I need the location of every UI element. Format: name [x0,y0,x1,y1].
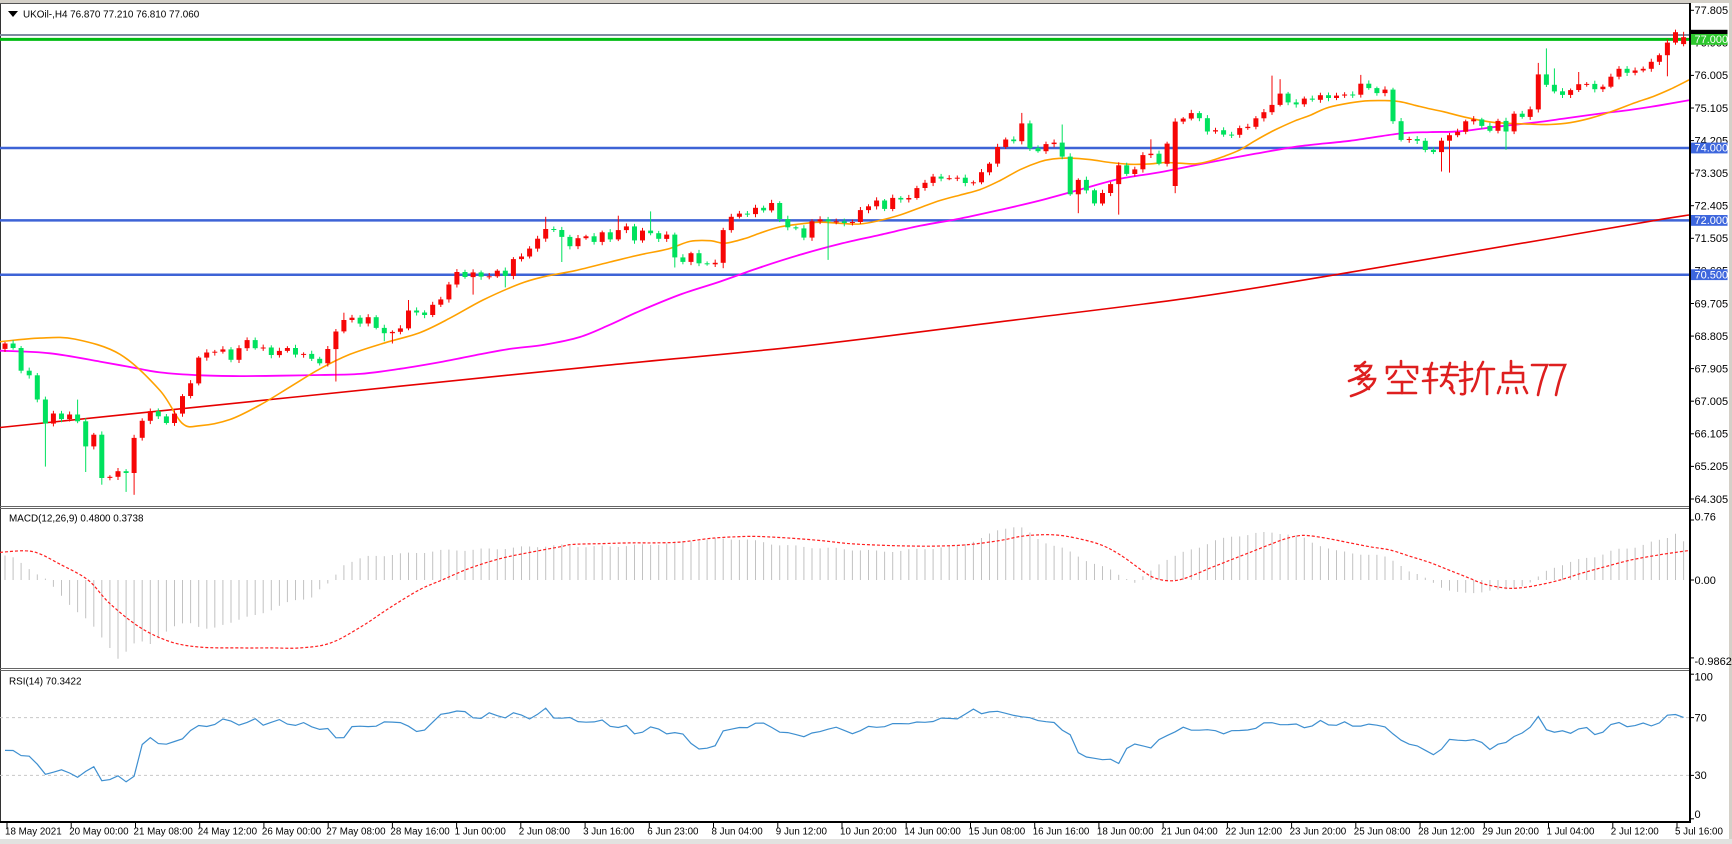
svg-text:22 Jun 12:00: 22 Jun 12:00 [1225,827,1282,838]
svg-text:77.805: 77.805 [1695,5,1729,17]
svg-text:20 May 00:00: 20 May 00:00 [69,827,129,838]
svg-text:77.000: 77.000 [1695,34,1729,46]
svg-text:18 Jun 00:00: 18 Jun 00:00 [1097,827,1154,838]
svg-text:64.305: 64.305 [1695,494,1729,506]
svg-text:65.205: 65.205 [1695,461,1729,473]
svg-text:RSI(14) 70.3422: RSI(14) 70.3422 [9,677,81,688]
svg-text:10 Jun 20:00: 10 Jun 20:00 [840,827,897,838]
svg-text:74.000: 74.000 [1695,143,1729,155]
svg-text:73.305: 73.305 [1695,168,1729,180]
svg-text:8 Jun 04:00: 8 Jun 04:00 [712,827,764,838]
svg-text:UKOil-,H4 76.870 77.210 76.81: UKOil-,H4 76.870 77.210 76.810 77.060 [23,10,200,21]
svg-text:23 Jun 20:00: 23 Jun 20:00 [1290,827,1347,838]
svg-text:70.500: 70.500 [1695,269,1729,281]
svg-text:28 May 16:00: 28 May 16:00 [390,827,450,838]
svg-text:1 Jun 00:00: 1 Jun 00:00 [455,827,507,838]
svg-text:72.000: 72.000 [1695,215,1729,227]
svg-text:-0.9862: -0.9862 [1695,656,1732,668]
svg-text:70: 70 [1695,712,1707,724]
svg-text:21 May 08:00: 21 May 08:00 [134,827,194,838]
svg-text:25 Jun 08:00: 25 Jun 08:00 [1354,827,1411,838]
svg-text:0.00: 0.00 [1695,575,1716,587]
svg-text:71.505: 71.505 [1695,233,1729,245]
svg-text:2 Jun 08:00: 2 Jun 08:00 [519,827,571,838]
svg-text:24 May 12:00: 24 May 12:00 [198,827,258,838]
svg-text:67.905: 67.905 [1695,363,1729,375]
svg-text:29 Jun 20:00: 29 Jun 20:00 [1482,827,1539,838]
svg-text:27 May 08:00: 27 May 08:00 [326,827,386,838]
svg-text:30: 30 [1695,770,1707,782]
svg-text:2 Jul 12:00: 2 Jul 12:00 [1611,827,1659,838]
svg-text:26 May 00:00: 26 May 00:00 [262,827,322,838]
svg-text:0.76: 0.76 [1695,511,1716,523]
svg-text:21 Jun 04:00: 21 Jun 04:00 [1161,827,1218,838]
svg-text:75.105: 75.105 [1695,103,1729,115]
svg-text:28 Jun 12:00: 28 Jun 12:00 [1418,827,1475,838]
svg-text:MACD(12,26,9) 0.4800 0.3738: MACD(12,26,9) 0.4800 0.3738 [9,514,144,525]
svg-text:69.705: 69.705 [1695,298,1729,310]
svg-text:72.405: 72.405 [1695,201,1729,213]
svg-text:0: 0 [1695,809,1701,821]
svg-text:14 Jun 00:00: 14 Jun 00:00 [904,827,961,838]
svg-text:76.005: 76.005 [1695,70,1729,82]
svg-text:68.805: 68.805 [1695,331,1729,343]
svg-text:100: 100 [1695,671,1713,683]
svg-text:15 Jun 08:00: 15 Jun 08:00 [969,827,1026,838]
svg-text:5 Jul 16:00: 5 Jul 16:00 [1675,827,1723,838]
svg-text:66.105: 66.105 [1695,429,1729,441]
svg-text:6 Jun 23:00: 6 Jun 23:00 [647,827,699,838]
svg-text:16 Jun 16:00: 16 Jun 16:00 [1033,827,1090,838]
svg-text:3 Jun 16:00: 3 Jun 16:00 [583,827,635,838]
svg-text:18 May 2021: 18 May 2021 [5,827,62,838]
svg-text:1 Jul 04:00: 1 Jul 04:00 [1547,827,1595,838]
svg-text:9 Jun 12:00: 9 Jun 12:00 [776,827,828,838]
svg-text:67.005: 67.005 [1695,396,1729,408]
